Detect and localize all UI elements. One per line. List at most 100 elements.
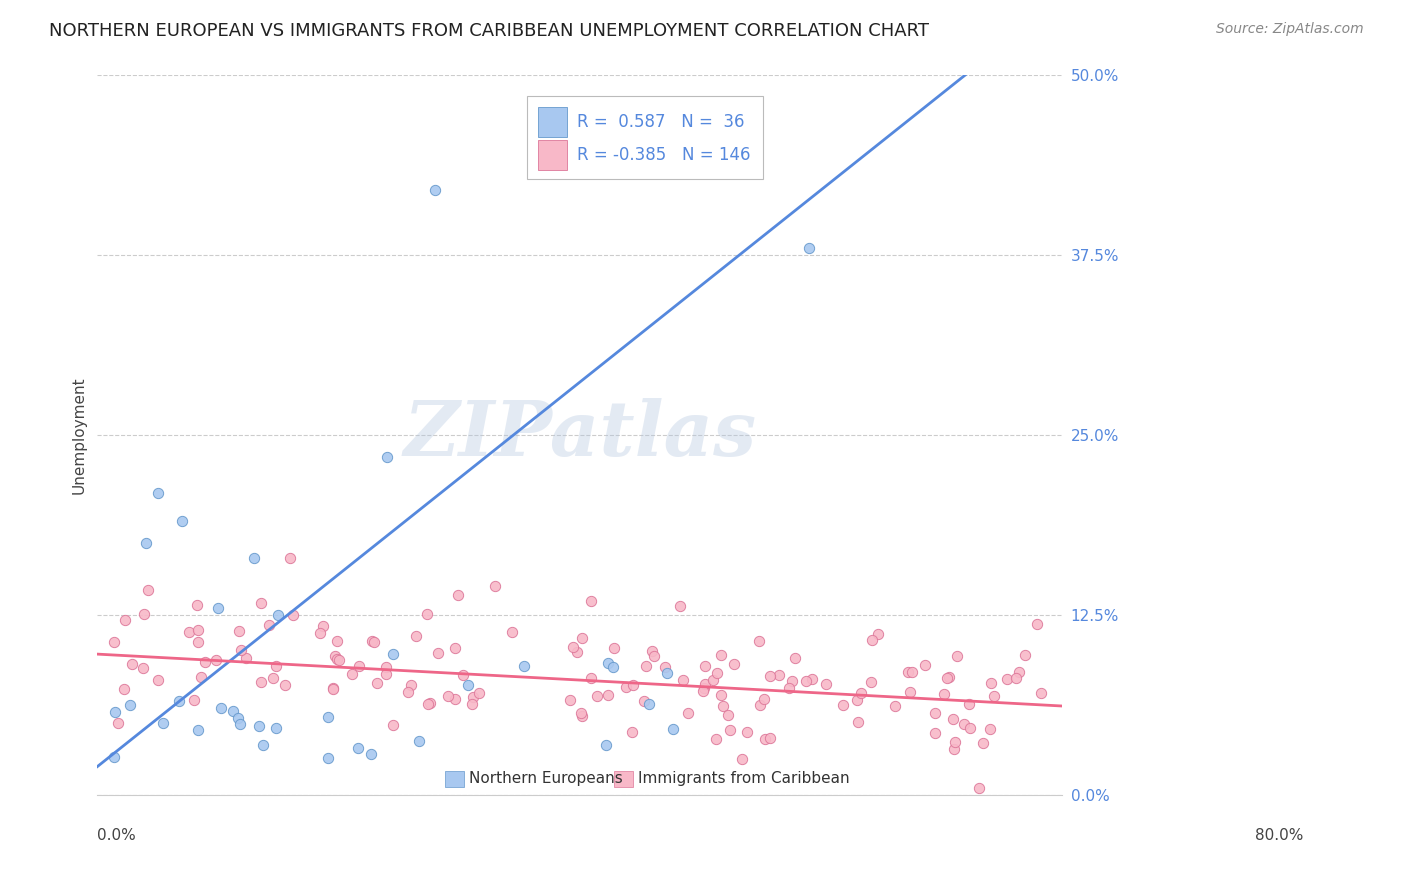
Point xyxy=(274,678,297,692)
Point xyxy=(405,629,427,643)
Point xyxy=(942,712,965,726)
Point xyxy=(710,688,733,702)
Point xyxy=(782,674,804,689)
Point xyxy=(571,631,593,645)
Point xyxy=(749,698,772,712)
Point xyxy=(706,732,728,747)
Point xyxy=(596,657,619,671)
Point xyxy=(311,619,333,633)
Point xyxy=(846,714,869,729)
Point xyxy=(901,665,924,680)
Text: R =  0.587   N =  36: R = 0.587 N = 36 xyxy=(576,113,744,131)
Point xyxy=(423,183,446,197)
Point xyxy=(676,706,699,720)
Point xyxy=(938,670,960,684)
Point xyxy=(281,607,304,622)
Point xyxy=(366,676,388,690)
Point xyxy=(1008,665,1031,680)
Text: 0.0%: 0.0% xyxy=(97,828,136,843)
Point xyxy=(778,681,800,695)
Point xyxy=(135,536,157,550)
Point xyxy=(849,686,872,700)
Point xyxy=(702,673,724,688)
Text: Immigrants from Caribbean: Immigrants from Caribbean xyxy=(638,772,849,787)
Point xyxy=(596,688,619,702)
Point xyxy=(1005,671,1028,685)
Point xyxy=(190,670,212,684)
Point xyxy=(444,692,467,706)
Point xyxy=(945,648,967,663)
Point xyxy=(602,660,624,674)
Point xyxy=(118,698,141,712)
Point xyxy=(347,659,370,673)
Point xyxy=(796,673,818,688)
Point xyxy=(972,736,994,750)
Point xyxy=(152,715,174,730)
Point xyxy=(136,583,159,598)
Point xyxy=(581,594,603,608)
Point xyxy=(672,673,695,688)
Point xyxy=(243,550,266,565)
Point xyxy=(634,658,657,673)
Point xyxy=(187,635,209,649)
Point xyxy=(121,657,143,672)
Point xyxy=(235,650,257,665)
Point xyxy=(107,715,129,730)
Point xyxy=(718,723,741,738)
Text: ZIPatlas: ZIPatlas xyxy=(404,398,756,472)
Point xyxy=(832,698,855,713)
Point xyxy=(328,653,350,667)
Point xyxy=(146,485,169,500)
Point xyxy=(942,742,965,756)
Point xyxy=(932,687,955,701)
Point xyxy=(768,668,790,682)
Point xyxy=(461,697,484,711)
Point xyxy=(969,781,991,796)
Point xyxy=(501,624,523,639)
Point xyxy=(846,693,869,707)
FancyBboxPatch shape xyxy=(444,771,464,787)
Point xyxy=(416,607,439,621)
Point xyxy=(693,681,716,695)
Point xyxy=(620,724,643,739)
Point xyxy=(396,685,419,699)
Point xyxy=(759,669,782,683)
Point xyxy=(340,667,363,681)
Point xyxy=(669,599,692,613)
Point xyxy=(633,694,655,708)
Point xyxy=(132,661,155,675)
Point xyxy=(621,678,644,692)
Point xyxy=(326,652,349,666)
Point xyxy=(267,608,290,623)
Point xyxy=(693,676,716,690)
Point xyxy=(146,673,169,688)
Text: R = -0.385   N = 146: R = -0.385 N = 146 xyxy=(576,146,751,164)
Point xyxy=(800,672,823,686)
Point xyxy=(408,734,430,748)
Point xyxy=(247,719,270,733)
Point xyxy=(263,671,285,685)
Point xyxy=(447,588,470,602)
Point xyxy=(995,672,1018,686)
Point xyxy=(360,747,382,761)
Point xyxy=(561,640,583,655)
Point xyxy=(228,624,250,638)
Point xyxy=(346,741,368,756)
Point xyxy=(959,721,981,735)
Point xyxy=(103,635,125,649)
FancyBboxPatch shape xyxy=(613,771,633,787)
Point xyxy=(943,735,966,749)
Point xyxy=(979,722,1001,736)
Point xyxy=(318,750,340,764)
Point xyxy=(249,675,271,690)
Point xyxy=(897,665,920,680)
Point xyxy=(104,705,127,719)
Point xyxy=(569,706,592,721)
Point xyxy=(226,711,249,725)
Point xyxy=(103,750,125,764)
Point xyxy=(731,752,754,766)
Point xyxy=(868,627,890,641)
Point xyxy=(457,678,479,692)
Point xyxy=(309,625,332,640)
Point xyxy=(748,634,770,648)
